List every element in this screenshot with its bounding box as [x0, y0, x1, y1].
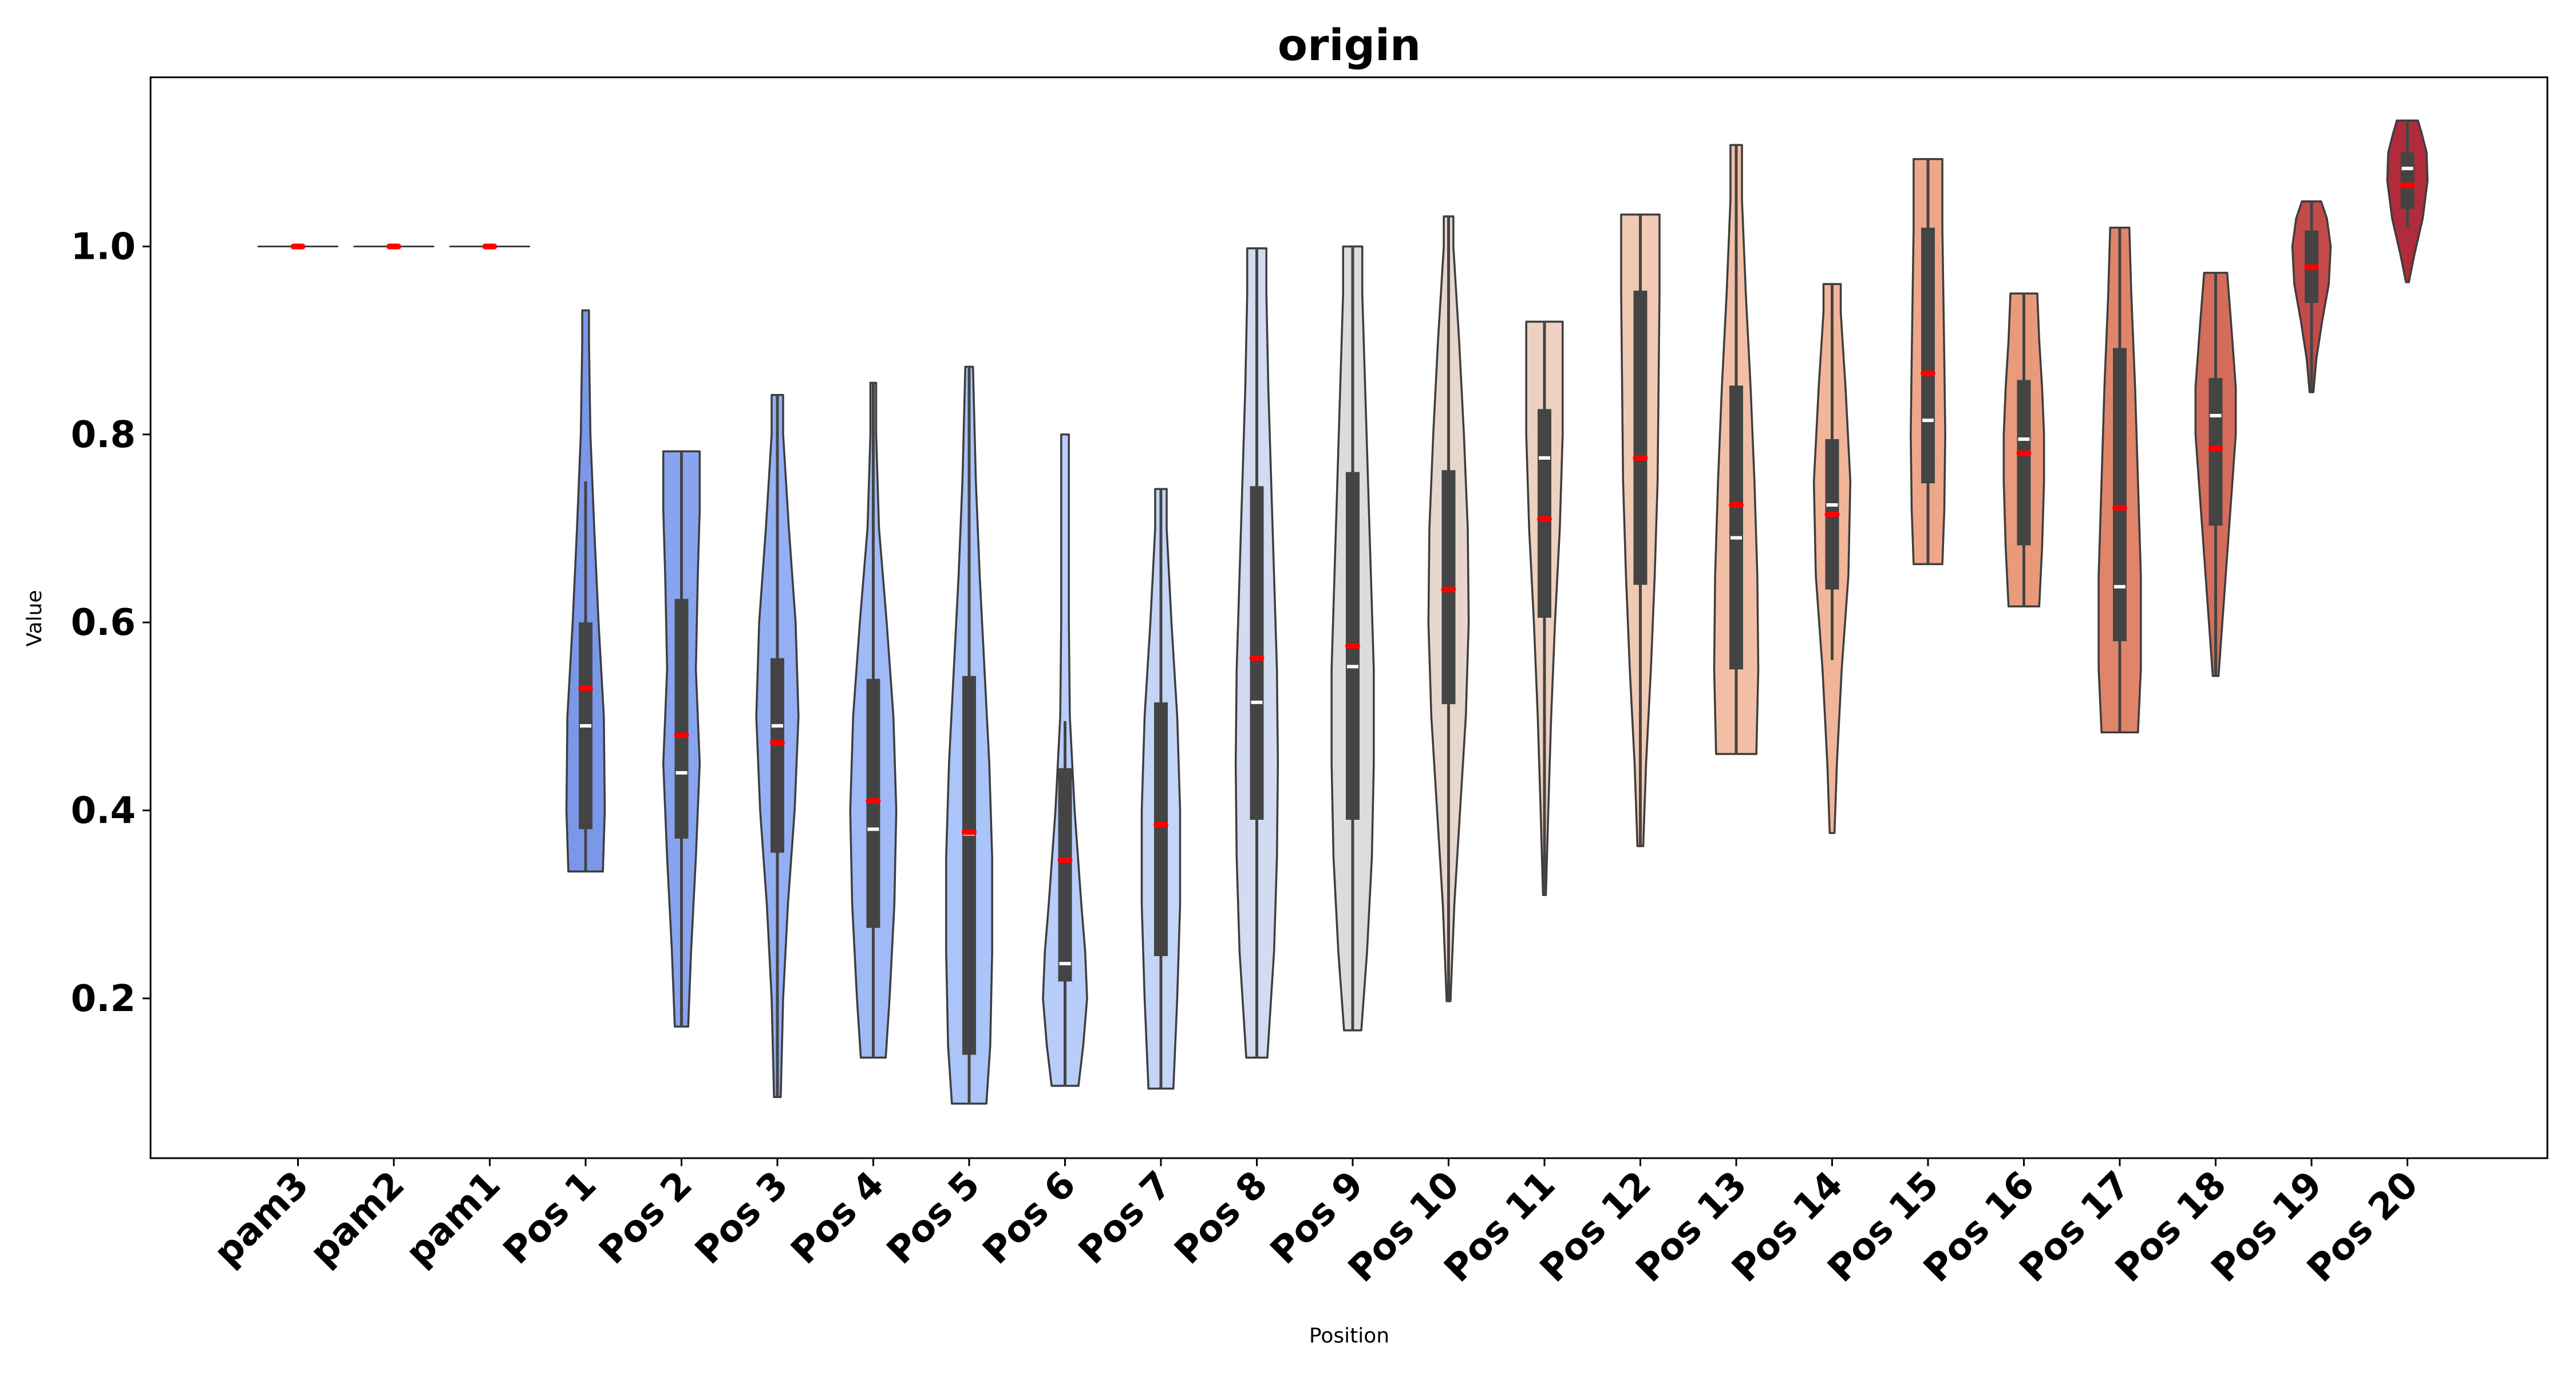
median-marker [2114, 585, 2125, 589]
y-tick-label: 0.4 [71, 790, 136, 832]
violin-pos-4 [849, 381, 898, 1059]
y-axis-label: Value [23, 590, 46, 647]
mean-marker [1824, 511, 1840, 518]
median-marker [675, 771, 688, 775]
violin-iqr-box [2017, 380, 2031, 546]
violin-pos-3 [755, 394, 800, 1099]
violin-pos-13 [1713, 144, 1760, 755]
mean-marker [290, 243, 306, 250]
violin-iqr-box [1729, 385, 1743, 670]
median-marker [772, 724, 783, 728]
violin-pos-7 [1140, 488, 1182, 1090]
violin-pos-2 [662, 450, 701, 1028]
mean-marker [1537, 516, 1552, 522]
mean-marker [1633, 455, 1648, 461]
violin-pam1 [449, 243, 530, 250]
mean-marker [1441, 586, 1456, 593]
violin-iqr-box [2400, 152, 2415, 209]
median-marker [580, 724, 591, 728]
violin-pos-5 [945, 365, 993, 1105]
violin-pos-8 [1234, 247, 1279, 1059]
median-marker [1826, 503, 1838, 507]
y-tick-label: 0.6 [71, 602, 136, 644]
mean-marker [2016, 450, 2032, 456]
violin-pam2 [353, 243, 434, 250]
mean-marker [866, 798, 881, 804]
violin-pos-20 [2386, 119, 2429, 283]
mean-marker [1729, 502, 1744, 508]
mean-marker [1057, 857, 1073, 863]
mean-marker [482, 243, 497, 250]
mean-marker [2400, 182, 2415, 188]
mean-marker [578, 685, 593, 692]
violin-pos-12 [1620, 213, 1661, 847]
median-marker [1347, 665, 1358, 669]
median-marker [1059, 962, 1071, 966]
violin-iqr-box [1538, 409, 1551, 618]
violin-pos-15 [1910, 158, 1946, 566]
median-marker [867, 827, 879, 831]
median-marker [1539, 456, 1550, 460]
y-tick-label: 0.2 [71, 978, 136, 1020]
violin-iqr-box [1633, 290, 1647, 585]
median-marker [1730, 536, 1742, 540]
violin-pos-11 [1525, 321, 1564, 897]
mean-marker [386, 243, 401, 250]
violin-iqr-box [1154, 702, 1168, 957]
violins-layer [258, 119, 2429, 1105]
violin-pos-1 [565, 309, 606, 873]
mean-marker [770, 740, 785, 746]
violin-iqr-box [1058, 768, 1072, 982]
violin-iqr-box [1921, 227, 1935, 484]
median-marker [1922, 418, 1934, 423]
violin-iqr-box [674, 599, 689, 839]
violin-iqr-box [771, 658, 784, 853]
mean-marker [2304, 264, 2319, 270]
violin-iqr-box [2208, 378, 2223, 526]
y-tick-label: 1.0 [71, 226, 136, 269]
chart-title: origin [1278, 19, 1421, 70]
violin-pos-14 [1812, 283, 1852, 834]
median-marker [2401, 167, 2413, 171]
violin-iqr-box [1250, 486, 1264, 820]
x-axis-label: Position [1309, 1324, 1389, 1348]
violin-iqr-box [2113, 348, 2127, 642]
mean-marker [2112, 504, 2127, 511]
violin-pos-10 [1427, 215, 1470, 1002]
mean-marker [1921, 370, 1935, 377]
violin-pos-16 [2002, 292, 2045, 608]
y-axis: 0.2 0.4 0.6 0.8 1.0 [71, 226, 151, 1020]
y-tick-label: 0.8 [71, 414, 136, 456]
violin-pos-6 [1042, 433, 1088, 1087]
violin-pos-18 [2194, 271, 2237, 677]
violin-pos-19 [2291, 200, 2332, 393]
mean-marker [674, 732, 689, 739]
median-marker [2018, 437, 2030, 441]
violin-pam3 [258, 243, 338, 250]
plot-frame [149, 76, 2549, 1159]
mean-marker [2208, 445, 2223, 452]
median-marker [2210, 414, 2222, 418]
median-marker [1251, 700, 1263, 704]
violin-iqr-box [962, 676, 976, 1055]
mean-marker [1153, 822, 1168, 828]
violin-pos-17 [2097, 226, 2142, 734]
mean-marker [1345, 643, 1360, 649]
mean-marker [962, 829, 977, 835]
violin-pos-9 [1330, 245, 1375, 1032]
mean-marker [1249, 655, 1265, 661]
